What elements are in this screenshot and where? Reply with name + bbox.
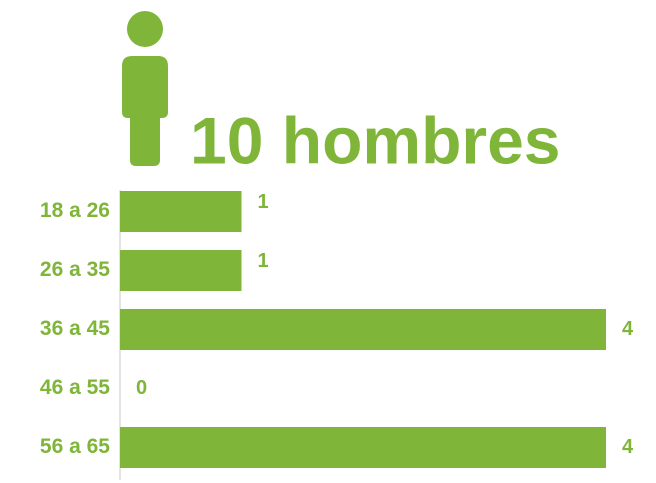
category-label: 18 a 26 <box>40 199 110 222</box>
bar <box>120 250 242 291</box>
bar <box>120 191 242 232</box>
icon-body <box>122 56 168 166</box>
chart-title: 10 hombres <box>190 103 560 177</box>
category-label: 56 a 65 <box>40 435 110 458</box>
category-label: 26 a 35 <box>40 258 110 281</box>
person-icon <box>122 11 168 166</box>
bar <box>120 427 606 468</box>
category-label: 36 a 45 <box>40 317 110 340</box>
value-label: 4 <box>622 436 634 458</box>
icon-head <box>127 11 163 47</box>
value-label: 0 <box>136 377 147 399</box>
category-label: 46 a 55 <box>40 376 110 399</box>
bar <box>120 309 606 350</box>
value-label: 1 <box>258 250 269 272</box>
value-label: 4 <box>622 318 634 340</box>
value-label: 1 <box>258 191 269 213</box>
